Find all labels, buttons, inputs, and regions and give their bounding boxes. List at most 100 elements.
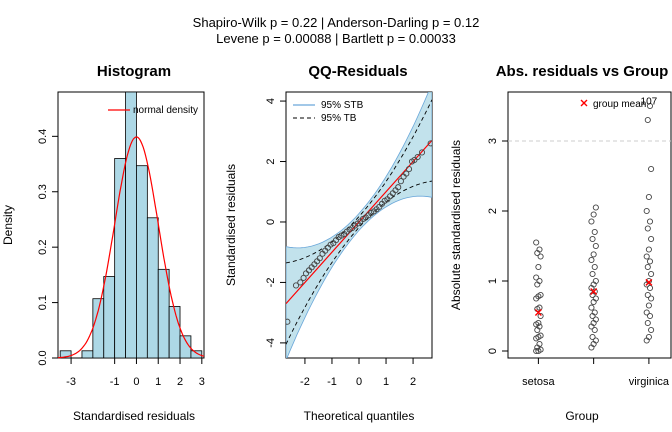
group-point — [644, 291, 651, 299]
qq-ylabel: Standardised residuals — [224, 164, 238, 286]
qq-point — [286, 318, 291, 325]
group-xlabel: Group — [565, 409, 599, 423]
qq-panel: QQ-Residuals 95% STB 95% TB -2 -1 0 1 2 -4 -2 0 2 4… — [224, 63, 433, 423]
group-point — [537, 332, 544, 339]
group-point — [590, 251, 597, 258]
histogram-y-tick-label: 0.0 — [37, 350, 49, 365]
histogram-y-tick-label: 0.2 — [37, 240, 49, 255]
histogram-bar — [81, 350, 94, 359]
group-point — [535, 263, 542, 271]
group-mean-marker — [534, 309, 542, 316]
group-point — [644, 263, 651, 271]
group-ylabel: Absolute standardised residuals — [449, 140, 463, 310]
qq-marks: 95% STB 95% TB -2 -1 0 1 2 -4 -2 0 2 4 — [265, 92, 432, 388]
histogram-bar — [146, 217, 159, 359]
qq-legend-tb-label: 95% TB — [321, 113, 357, 124]
qq-x-tick-label: -2 — [300, 376, 310, 388]
group-point — [536, 246, 543, 253]
group-point — [537, 253, 544, 260]
group-x-tick-label: virginica — [629, 376, 670, 388]
group-y-tick-label: 3 — [487, 138, 499, 144]
qq-x-tick-label: -1 — [327, 376, 337, 388]
group-mean-legend-marker — [580, 99, 588, 107]
group-mean-marker — [590, 288, 598, 295]
group-point — [646, 284, 654, 292]
qq-y-tick-label: 2 — [265, 158, 277, 164]
group-point — [645, 193, 652, 201]
group-point — [643, 207, 650, 215]
group-point — [537, 312, 544, 320]
histogram-x-tick-label: -3 — [66, 376, 76, 388]
qq-stb-band — [286, 92, 432, 358]
qq-point — [427, 140, 432, 147]
group-point — [648, 295, 655, 302]
density-legend-label: normal density — [133, 105, 198, 116]
qq-reference-line — [286, 139, 432, 304]
histogram-bar — [136, 165, 148, 359]
group-point — [533, 274, 540, 281]
qq-plot-area — [286, 92, 432, 358]
histogram-bar — [103, 276, 116, 359]
group-point — [592, 277, 599, 285]
group-point — [592, 204, 599, 211]
qq-point — [414, 153, 421, 161]
header-line1: Shapiro-Wilk p = 0.22 | Anderson-Darling… — [193, 15, 480, 30]
qq-y-tick-label: 0 — [265, 219, 277, 225]
histogram-x-tick-label: -1 — [110, 376, 120, 388]
group-point — [592, 295, 599, 302]
group-point — [589, 333, 596, 341]
histogram-x-tick-label: 3 — [199, 376, 205, 388]
group-point — [643, 309, 650, 316]
qq-x-tick-label: 0 — [356, 376, 362, 388]
group-point — [591, 228, 598, 236]
qq-point — [411, 156, 418, 164]
group-point — [588, 304, 595, 311]
histogram-ylabel: Density — [1, 205, 15, 245]
group-point — [645, 277, 652, 285]
histogram-panel: Histogram normal density -3 -1 0 1 2 3 0.0 0.1 0.… — [1, 63, 205, 423]
qq-legend-stb-label: 95% STB — [321, 100, 364, 111]
group-point — [645, 302, 652, 309]
group-point — [644, 116, 651, 124]
density-curve — [57, 136, 205, 359]
qq-point — [418, 149, 426, 156]
histogram-bar — [190, 350, 203, 359]
qq-tb-bound — [286, 180, 432, 345]
group-point — [592, 337, 599, 344]
histogram-title: Histogram — [97, 63, 171, 80]
histogram-marks: normal density -3 -1 0 1 2 3 0.0 0.1 0.2 0.3 0.4 — [37, 91, 205, 388]
qq-point — [395, 184, 402, 191]
group-point — [591, 309, 598, 316]
group-plot-frame — [507, 91, 672, 359]
qq-x-tick-label: 1 — [383, 376, 389, 388]
group-point — [644, 319, 651, 327]
header-line2: Levene p = 0.00088 | Bartlett p = 0.0003… — [216, 31, 456, 46]
histogram-bar — [125, 91, 137, 359]
histogram-y-tick-label: 0.1 — [37, 295, 49, 310]
group-point — [646, 218, 654, 225]
group-point — [536, 304, 543, 311]
group-point — [535, 319, 542, 327]
group-mean-marker — [645, 278, 653, 286]
group-point — [592, 316, 599, 323]
group-point — [589, 270, 596, 278]
group-point — [590, 211, 597, 218]
group-point — [592, 242, 599, 250]
group-title: Abs. residuals vs Group — [496, 63, 669, 80]
group-point — [533, 239, 540, 246]
group-y-tick-label: 2 — [487, 208, 499, 214]
group-point — [648, 235, 655, 243]
histogram-y-tick-label: 0.3 — [37, 184, 49, 199]
qq-y-tick-label: -2 — [265, 278, 277, 288]
qq-xlabel: Theoretical quantiles — [304, 409, 415, 423]
group-point — [648, 326, 655, 334]
qq-point — [397, 178, 404, 185]
qq-point — [405, 166, 413, 173]
group-point — [588, 256, 595, 264]
group-point — [591, 263, 598, 271]
group-point — [648, 165, 655, 173]
group-point — [646, 102, 654, 110]
group-point — [648, 270, 655, 278]
